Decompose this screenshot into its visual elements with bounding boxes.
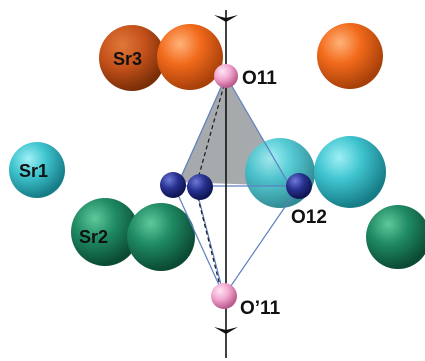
- dashed-bonds: [195, 77, 227, 295]
- axis-arrow-top: [214, 15, 238, 22]
- sr-green-atom-right: [366, 205, 425, 269]
- sr2-label: Sr2: [79, 227, 108, 247]
- sr2-atom-back: [71, 198, 139, 266]
- o11-atom: [214, 64, 238, 88]
- o12-atom-center: [187, 174, 213, 200]
- sr1-atom: [9, 142, 65, 198]
- o11-prime-atom: [211, 283, 237, 309]
- sr3-atom-front: [157, 24, 223, 90]
- o12-atom-right: [286, 173, 312, 199]
- sr1-label: Sr1: [19, 161, 48, 181]
- axis-arrow-bottom: [214, 327, 238, 334]
- o11-label: O11: [242, 68, 277, 89]
- o12-atom-left: [160, 172, 186, 198]
- sr3-label: Sr3: [113, 49, 142, 69]
- sr2-atom-front: [127, 203, 195, 271]
- sr1-atom-right: [314, 136, 386, 208]
- o11-prime-label: O’11: [240, 298, 281, 319]
- sr-orange-atom-right: [317, 23, 383, 89]
- sr3-atom-back: [99, 25, 165, 91]
- o12-label: O12: [291, 207, 327, 228]
